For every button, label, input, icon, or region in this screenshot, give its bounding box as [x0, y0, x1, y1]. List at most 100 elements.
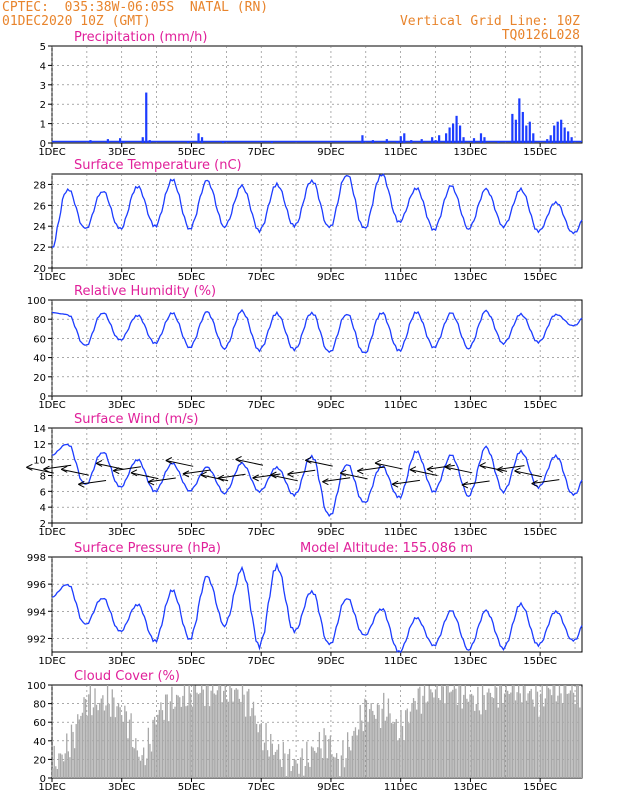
- cloud-xtick-label: 15DEC: [523, 782, 557, 793]
- rh-line: [51, 308, 583, 354]
- cloud-bar: [279, 759, 281, 778]
- temp-title: Surface Temperature (nC): [74, 158, 242, 173]
- cloud-bar: [73, 748, 76, 778]
- cloud-bar: [288, 748, 291, 778]
- precip-bar: [518, 98, 521, 143]
- cloud-bar: [265, 722, 267, 778]
- cloud-bar: [350, 750, 352, 778]
- precip-bar: [141, 137, 144, 143]
- cloud-bar: [519, 693, 521, 778]
- cloud-bar: [125, 711, 128, 778]
- precip-xtick-label: 3DEC: [108, 147, 135, 158]
- rh-xtick-label: 13DEC: [454, 400, 488, 411]
- precip-title: Precipitation (mm/h): [74, 30, 207, 45]
- cloud-bar: [307, 762, 310, 778]
- cloud-bar: [331, 754, 333, 778]
- cloud-bar: [378, 704, 380, 778]
- cloud-bar: [266, 750, 269, 778]
- wind-arrow-head: [26, 463, 33, 471]
- precip-bar: [431, 137, 434, 143]
- cloud-bar: [224, 685, 226, 778]
- cloud-bar: [394, 722, 396, 778]
- cloud-bar: [70, 724, 73, 778]
- cloud-bar: [86, 715, 88, 778]
- cloud-bar: [354, 727, 357, 778]
- wind-arrow-head: [444, 463, 451, 471]
- precip-bar: [532, 133, 535, 143]
- pres-xtick-label: 11DEC: [384, 656, 418, 667]
- cloud-xtick-label: 1DEC: [38, 782, 65, 793]
- cloud-bar: [441, 685, 443, 778]
- cloud-bar: [119, 707, 121, 778]
- wind-arrow: [305, 459, 333, 467]
- cloud-bar: [437, 698, 440, 778]
- precip-bar: [455, 115, 458, 143]
- cloud-bar: [572, 692, 575, 778]
- cloud-bar: [550, 695, 553, 778]
- cloud-bar: [251, 708, 253, 778]
- cloud-bar: [72, 731, 74, 778]
- cloud-bar: [205, 685, 208, 778]
- cloud-bar: [99, 702, 101, 778]
- temp-xtick-label: 1DEC: [38, 272, 65, 283]
- cloud-bar: [312, 747, 314, 778]
- cloud-bar: [500, 685, 503, 778]
- cloud-bar: [91, 715, 93, 778]
- wind-title: Surface Wind (m/s): [74, 412, 198, 427]
- cloud-bar: [339, 776, 341, 778]
- wind-arrow-head: [426, 465, 434, 473]
- precip-bar: [472, 138, 476, 143]
- cloud-bar: [284, 753, 286, 778]
- cloud-bar: [453, 685, 455, 778]
- cloud-bar: [411, 703, 413, 778]
- cloud-bar: [472, 695, 474, 778]
- cloud-bar: [177, 695, 179, 778]
- cloud-bar: [244, 716, 247, 778]
- cloud-bar: [75, 724, 77, 778]
- cloud-bar: [169, 701, 171, 778]
- cloud-bar: [522, 685, 525, 778]
- rh-ytick-label: 40: [33, 354, 46, 365]
- cloud-bar: [226, 699, 228, 778]
- rh-title: Relative Humidity (%): [74, 284, 216, 299]
- cloud-bar: [320, 748, 322, 778]
- cloud-bar: [202, 689, 204, 778]
- cloud-bar: [113, 697, 115, 778]
- cloud-bar: [574, 703, 576, 778]
- cloud-xtick-label: 11DEC: [384, 782, 418, 793]
- cloud-bar: [114, 717, 117, 778]
- wind-arrow: [270, 474, 298, 482]
- cloud-bar: [362, 731, 364, 778]
- cloud-bar: [405, 710, 407, 778]
- precip-ytick-label: 3: [40, 81, 46, 92]
- cloud-bar: [381, 708, 383, 778]
- cloud-bar: [216, 690, 219, 778]
- temp-ytick-label: 28: [33, 180, 46, 191]
- cloud-bar: [502, 703, 504, 778]
- cloud-bar: [111, 689, 113, 778]
- rh-xtick-label: 5DEC: [178, 400, 205, 411]
- precip-xtick-label: 5DEC: [178, 147, 205, 158]
- cloud-bar: [232, 701, 234, 778]
- wind-arrow-head: [357, 467, 364, 475]
- wind-arrow-head: [235, 455, 242, 463]
- cloud-bar: [412, 698, 415, 778]
- cloud-ytick-label: 60: [33, 718, 46, 729]
- precip-bar: [511, 113, 514, 143]
- cloud-bar: [180, 706, 182, 778]
- cloud-bar: [295, 759, 297, 778]
- precip-bar: [458, 125, 462, 143]
- cloud-bar: [395, 719, 397, 778]
- rh-xtick-label: 7DEC: [248, 400, 275, 411]
- cloud-bar: [480, 714, 482, 778]
- cloud-bar: [59, 753, 62, 778]
- precip-bar: [462, 137, 465, 143]
- wind-ytick-label: 10: [33, 456, 46, 467]
- cloud-bar: [223, 690, 225, 778]
- cloud-bar: [249, 716, 252, 778]
- cloud-bar: [66, 733, 68, 778]
- cloud-bar: [478, 710, 481, 778]
- cloud-bar: [213, 693, 215, 778]
- cloud-bar: [533, 706, 536, 778]
- wind-arrow-head: [43, 465, 50, 473]
